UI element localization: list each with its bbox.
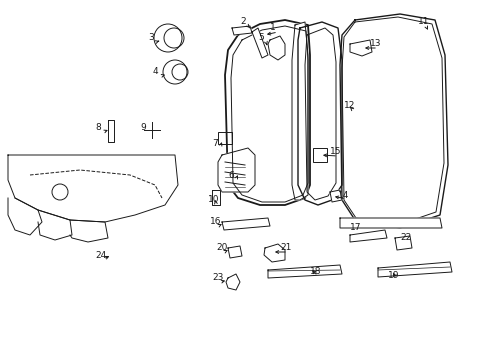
Polygon shape [231, 26, 251, 35]
Polygon shape [222, 218, 269, 230]
Text: 5: 5 [258, 33, 263, 42]
Polygon shape [339, 218, 441, 228]
Text: 11: 11 [417, 18, 428, 27]
Polygon shape [377, 262, 451, 277]
Polygon shape [251, 28, 267, 58]
Polygon shape [267, 36, 285, 60]
Polygon shape [108, 120, 114, 142]
Text: 17: 17 [349, 224, 361, 233]
Polygon shape [264, 244, 285, 262]
Text: 19: 19 [387, 270, 399, 279]
Text: 10: 10 [207, 195, 219, 204]
Polygon shape [225, 274, 240, 290]
Polygon shape [70, 220, 108, 242]
Polygon shape [8, 198, 42, 235]
Polygon shape [339, 14, 447, 228]
Text: 14: 14 [337, 190, 348, 199]
Polygon shape [8, 155, 178, 222]
Polygon shape [394, 236, 411, 250]
Text: 12: 12 [343, 100, 355, 109]
Polygon shape [329, 190, 341, 202]
Text: 7: 7 [212, 139, 217, 148]
Text: 3: 3 [148, 33, 153, 42]
Polygon shape [349, 40, 371, 56]
Text: 16: 16 [209, 217, 221, 226]
Text: 20: 20 [216, 243, 227, 252]
Text: 9: 9 [140, 123, 145, 132]
Polygon shape [267, 265, 341, 278]
Polygon shape [349, 230, 386, 242]
Text: 4: 4 [153, 68, 158, 77]
Text: 2: 2 [240, 18, 245, 27]
Polygon shape [297, 22, 341, 205]
Polygon shape [218, 148, 254, 192]
Text: 23: 23 [212, 274, 223, 283]
Text: 22: 22 [399, 234, 410, 243]
Polygon shape [227, 246, 242, 258]
Polygon shape [224, 20, 309, 205]
Text: 18: 18 [309, 267, 321, 276]
Text: 15: 15 [329, 148, 341, 157]
Text: 24: 24 [95, 251, 106, 260]
Polygon shape [212, 190, 220, 205]
Polygon shape [291, 22, 307, 200]
Text: 6: 6 [227, 171, 233, 180]
Text: 21: 21 [280, 243, 291, 252]
Polygon shape [38, 210, 72, 240]
Text: 1: 1 [269, 23, 275, 32]
Text: 8: 8 [95, 123, 101, 132]
Bar [312, 148, 326, 162]
Text: 13: 13 [369, 40, 381, 49]
Bar [218, 132, 231, 144]
